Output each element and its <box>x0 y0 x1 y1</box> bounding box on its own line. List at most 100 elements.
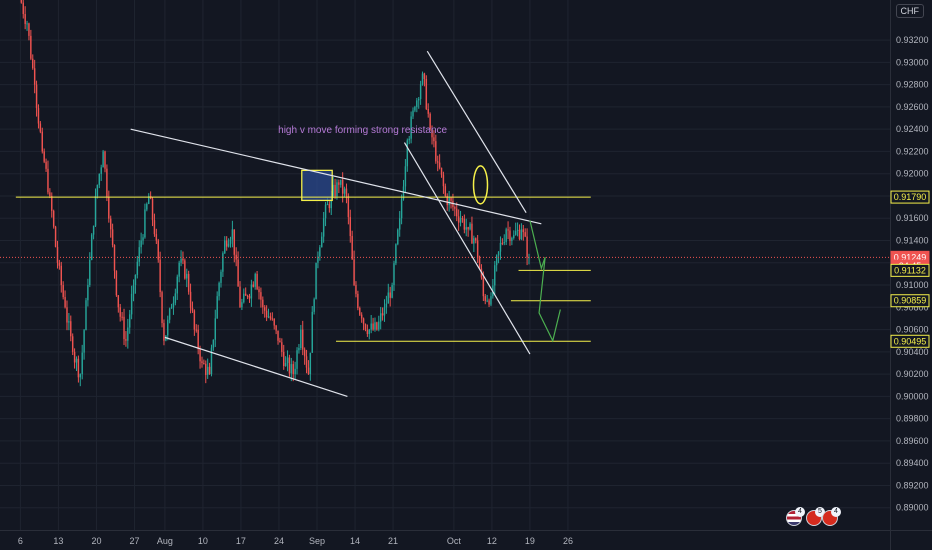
candle-body <box>148 195 150 204</box>
candle-body <box>349 217 351 237</box>
candle-body <box>330 195 332 209</box>
candle-body <box>429 113 431 130</box>
candle-body <box>176 276 178 294</box>
candle-body <box>123 316 125 340</box>
candle-body <box>484 296 486 301</box>
candle-body <box>269 316 272 319</box>
y-tick-label: 0.91000 <box>896 280 929 290</box>
currency-badge[interactable]: CHF <box>895 4 924 18</box>
candle-body <box>376 322 378 330</box>
y-tick-label: 0.89800 <box>896 414 929 424</box>
candle-body <box>24 14 26 24</box>
candle-body <box>494 265 496 286</box>
candle-body <box>334 184 336 197</box>
candle-body <box>495 255 498 266</box>
candle-body <box>195 329 197 331</box>
candle-body <box>54 226 57 247</box>
candle-body <box>108 197 110 219</box>
candle-body <box>381 313 384 316</box>
candle-body <box>378 321 380 330</box>
candle-body <box>482 277 485 297</box>
candle-body <box>302 329 304 350</box>
candle-body <box>102 151 104 168</box>
candle-body <box>513 234 515 239</box>
candle-body <box>355 285 357 294</box>
event-badges[interactable]: 4 5 4 <box>786 507 846 528</box>
candle-body <box>121 316 123 318</box>
candle-body <box>83 330 85 353</box>
candle-body <box>450 197 452 201</box>
candle-body <box>182 258 184 261</box>
candle-body <box>522 229 525 233</box>
candle-body <box>372 323 374 330</box>
candle-body <box>324 204 327 219</box>
candle-body <box>178 262 180 277</box>
candle-body <box>311 311 313 353</box>
candle-body <box>111 229 114 245</box>
candle-body <box>448 197 450 206</box>
candle-body <box>353 259 355 286</box>
candle-body <box>347 195 350 218</box>
candle-body <box>155 234 158 241</box>
candle-body <box>151 198 154 221</box>
candle-body <box>328 204 331 209</box>
candle-body <box>216 296 218 319</box>
candle-body <box>374 322 376 330</box>
x-tick-label: Aug <box>157 536 173 546</box>
candle-body <box>387 292 390 304</box>
candle-body <box>43 151 45 162</box>
x-tick-label: 10 <box>198 536 208 546</box>
candle-body <box>167 319 169 336</box>
candle-body <box>408 138 410 141</box>
candle-body <box>488 300 490 305</box>
y-tick-label: 0.89400 <box>896 458 929 468</box>
candle-body <box>184 260 186 279</box>
candle-body <box>389 292 391 298</box>
candle-body <box>37 108 40 124</box>
candle-body <box>235 254 237 260</box>
candle-body <box>71 336 74 352</box>
candle-body <box>180 258 182 263</box>
candle-body <box>94 195 97 226</box>
candle-body <box>172 302 175 308</box>
candle-body <box>28 23 30 36</box>
price-tag-box <box>890 294 930 308</box>
candle-body <box>343 188 346 194</box>
candle-body <box>351 236 353 260</box>
candle-body <box>32 58 34 69</box>
candle-body <box>244 293 247 296</box>
candle-body <box>35 84 38 109</box>
candle-body <box>100 167 102 174</box>
x-tick-label: Sep <box>309 536 325 546</box>
candle-body <box>321 236 323 248</box>
candle-body <box>317 256 319 263</box>
x-tick-label: Oct <box>447 536 462 546</box>
candle-body <box>315 262 317 300</box>
swiss-flag-icon[interactable]: 5 <box>806 507 825 526</box>
x-tick-label: 21 <box>388 536 398 546</box>
candle-body <box>256 273 258 290</box>
candle-body <box>246 295 249 297</box>
us-flag-icon[interactable]: 4 <box>786 507 805 526</box>
candle-body <box>475 238 477 241</box>
candle-body <box>271 318 274 320</box>
y-tick-label: 0.92800 <box>896 80 929 90</box>
highlight-ellipse <box>472 165 489 205</box>
candle-body <box>340 179 342 185</box>
candle-body <box>254 273 256 287</box>
candle-body <box>326 204 329 206</box>
x-tick-label: 6 <box>18 536 23 546</box>
candle-body <box>163 323 165 341</box>
candle-body <box>417 99 420 101</box>
candle-body <box>338 182 340 185</box>
candle-body <box>300 329 302 348</box>
candle-body <box>526 236 528 258</box>
candle-body <box>511 238 513 241</box>
candle-body <box>406 140 409 167</box>
candle-body <box>20 0 23 3</box>
swiss-flag-icon[interactable]: 4 <box>822 507 841 526</box>
candle-body <box>187 273 190 292</box>
candle-body <box>383 307 386 316</box>
